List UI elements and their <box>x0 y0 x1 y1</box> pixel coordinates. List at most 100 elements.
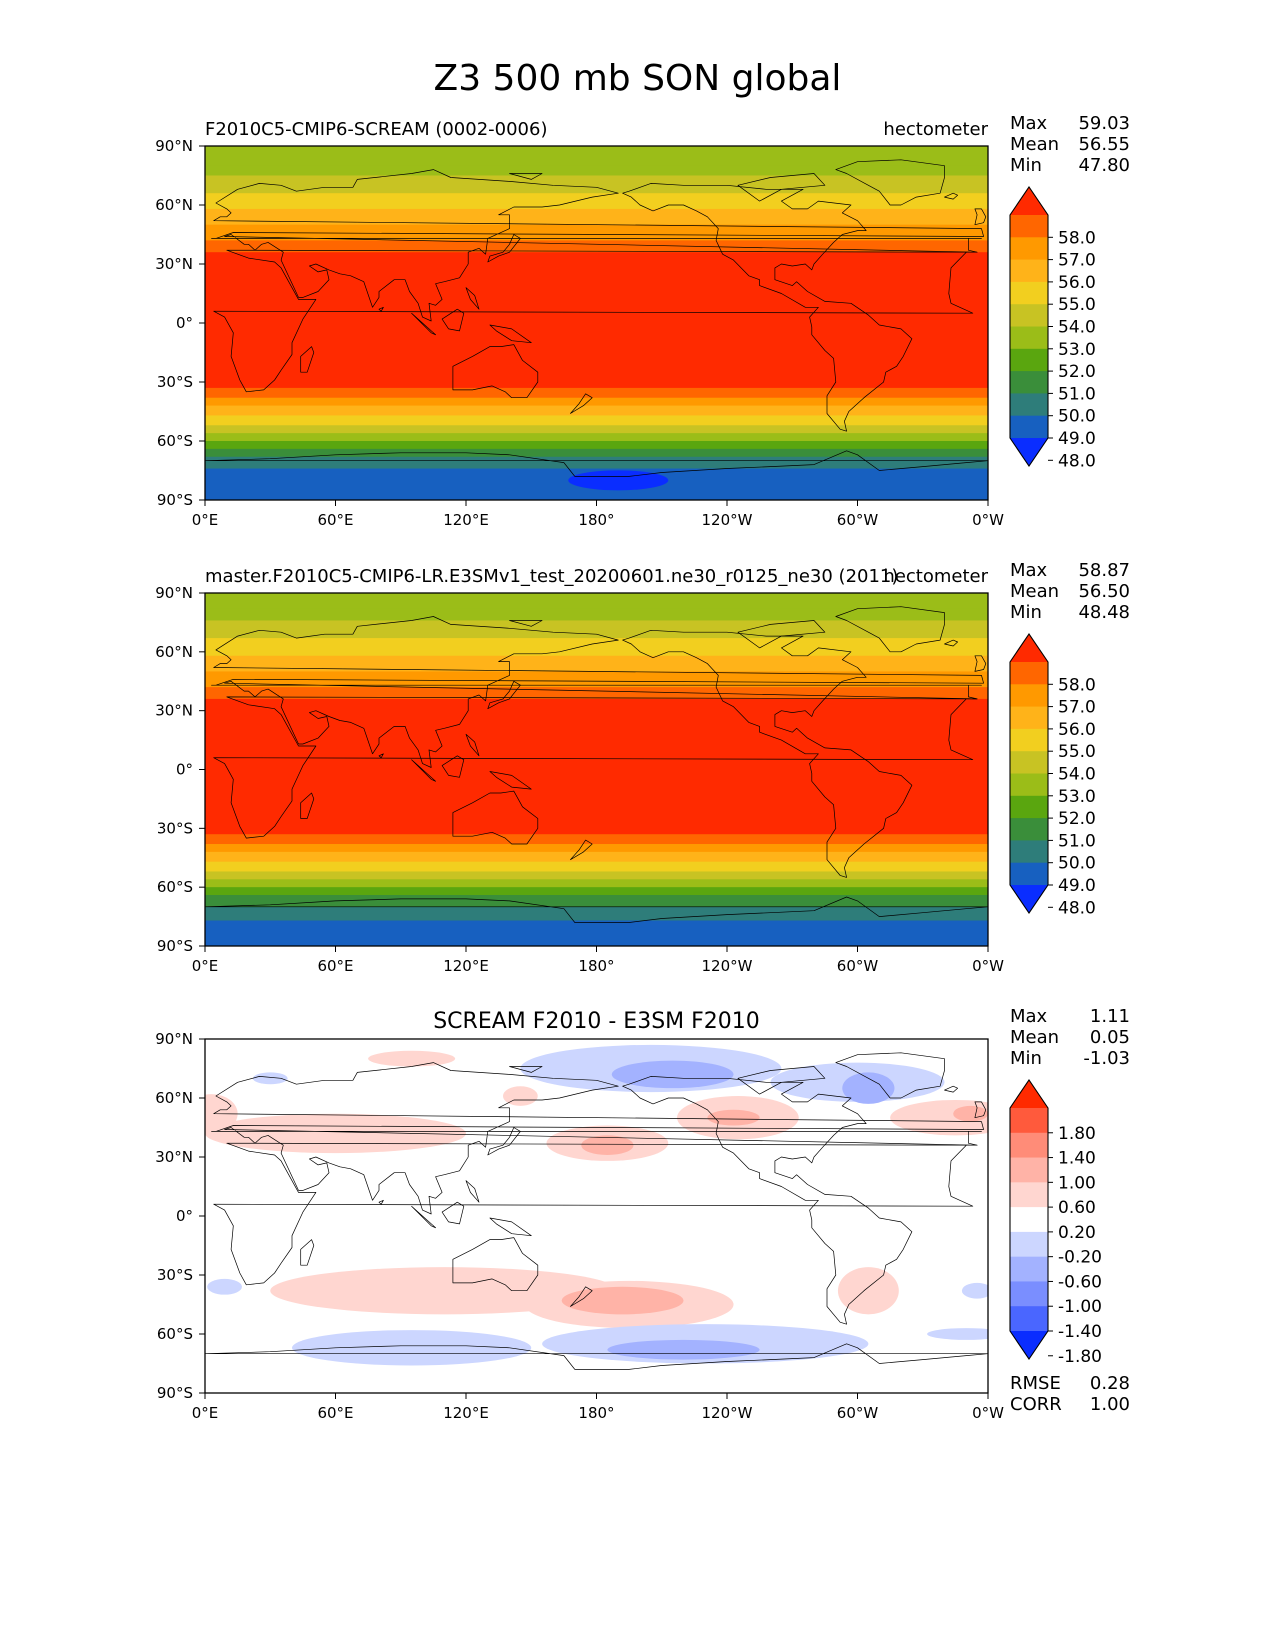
coastline <box>465 1180 480 1203</box>
colorbar-segment <box>1010 371 1048 394</box>
y-tick-label: 30°S <box>157 1266 193 1284</box>
coastline <box>622 183 913 432</box>
coastline <box>213 249 978 393</box>
coastline <box>489 771 532 790</box>
stat-value: 58.87 <box>1078 560 1130 581</box>
stat-value: 0.28 <box>1090 1373 1130 1394</box>
colorbar-extend-max <box>1010 187 1048 215</box>
contour-band <box>205 252 988 379</box>
stat-label: Mean <box>1010 1027 1059 1048</box>
contour-band <box>205 906 988 922</box>
anomaly-blob <box>927 1328 988 1340</box>
colorbar-segment <box>1010 840 1048 864</box>
colorbar-tick-label: 56.0 <box>1058 273 1096 293</box>
x-tick-label: 120°W <box>702 511 753 529</box>
x-tick-label: 180° <box>578 511 614 529</box>
colorbar-segment <box>1010 1281 1048 1307</box>
colorbar-extend-max <box>1010 634 1048 662</box>
contour-band <box>205 433 988 442</box>
colorbar-tick-label: 48.0 <box>1058 451 1096 471</box>
x-tick-label: 0°W <box>972 511 1004 529</box>
panel-units: hectometer <box>883 119 988 140</box>
y-tick-label: 60°N <box>155 196 193 214</box>
contour-band <box>205 608 988 622</box>
coastline <box>835 1052 945 1099</box>
contour-band <box>205 638 988 657</box>
contour-band <box>205 378 988 389</box>
contour-band <box>205 824 988 835</box>
contour-band <box>205 871 988 880</box>
x-tick-label: 60°W <box>837 511 879 529</box>
stat-value: 47.80 <box>1078 155 1130 176</box>
contour-band <box>205 387 988 399</box>
colorbar-segment <box>1010 795 1048 819</box>
colorbar-tick-label: 51.0 <box>1058 384 1096 404</box>
colorbar-tick-label: -0.60 <box>1058 1272 1102 1292</box>
anomaly-blob <box>207 1278 242 1295</box>
anomaly-blob <box>270 1267 619 1315</box>
colorbar-tick-label: 49.0 <box>1058 876 1096 896</box>
contour-band <box>205 851 988 863</box>
x-tick-label: 60°E <box>317 1404 353 1422</box>
contour-band <box>205 175 988 194</box>
colorbar-tick-label: 52.0 <box>1058 362 1096 382</box>
coastlines <box>205 606 988 923</box>
x-tick-label: 180° <box>578 957 614 975</box>
y-tick-label: 90°N <box>155 584 193 602</box>
coastline <box>570 839 593 861</box>
contour-band <box>205 861 988 873</box>
colorbar-segment <box>1010 1256 1048 1282</box>
stat-label: Min <box>1010 155 1042 176</box>
colorbar-extend-max <box>1010 1080 1048 1108</box>
colorbar-segment <box>1010 1132 1048 1159</box>
contour-band <box>205 687 988 700</box>
contour-band <box>205 920 988 946</box>
y-tick-label: 90°S <box>157 491 193 509</box>
y-tick-label: 0° <box>176 1207 193 1225</box>
anomaly-blob <box>837 1267 899 1315</box>
coastline <box>737 173 826 202</box>
stat-label: Max <box>1010 560 1048 581</box>
x-tick-label: 120°W <box>702 957 753 975</box>
colorbar-tick-label: 48.0 <box>1058 898 1096 918</box>
coastline <box>441 1201 465 1225</box>
anomaly-blob <box>561 1286 684 1315</box>
colorbar-tick-label: 58.0 <box>1058 675 1096 695</box>
stat-value: 56.55 <box>1078 134 1130 155</box>
anomaly-blob <box>292 1330 532 1366</box>
stat-label: Min <box>1010 1048 1042 1069</box>
colorbar-tick-label: 57.0 <box>1058 251 1096 271</box>
colorbar-segment <box>1010 415 1048 439</box>
y-tick-label: 90°S <box>157 1384 193 1402</box>
colorbar: 58.0 57.056.055.0 54.053.052.051.0 50.049.0… <box>1009 186 1096 471</box>
stat-value: 1.00 <box>1090 1394 1130 1415</box>
x-tick-label: 60°W <box>837 957 879 975</box>
colorbar-segment <box>1010 281 1048 305</box>
contour-band <box>205 879 988 888</box>
coastline <box>452 1237 539 1292</box>
colorbar-tick-label: -1.40 <box>1058 1322 1102 1342</box>
anomaly-blob <box>961 1282 988 1299</box>
coastline <box>465 733 480 757</box>
colorbar-segment <box>1010 773 1048 797</box>
coastline <box>622 1076 913 1325</box>
anomaly-blob <box>607 1339 760 1360</box>
figure-title: Z3 500 mb SON global <box>433 58 842 99</box>
coastline <box>487 680 521 710</box>
stat-label: Max <box>1010 113 1048 134</box>
contour-band <box>205 655 988 673</box>
stat-value: 0.05 <box>1090 1027 1130 1048</box>
contour-band <box>205 456 988 470</box>
colorbar-segment <box>1010 393 1048 417</box>
y-tick-label: 0° <box>176 314 193 332</box>
coastline <box>211 1062 984 1215</box>
contour-band <box>205 405 988 417</box>
y-tick-label: 90°N <box>155 137 193 155</box>
contour-band <box>205 208 988 226</box>
colorbar-tick-label: 54.0 <box>1058 765 1096 785</box>
coastline <box>205 896 988 923</box>
coastline <box>300 792 315 819</box>
x-tick-label: 0°E <box>192 957 219 975</box>
colorbar-tick-label: 50.0 <box>1058 407 1096 427</box>
anomaly-blob <box>581 1135 634 1156</box>
